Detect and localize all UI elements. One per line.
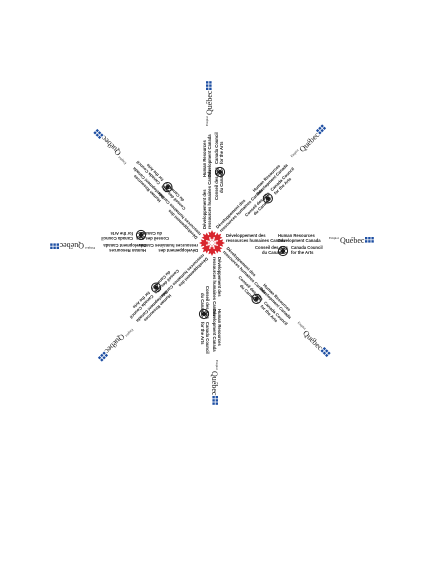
quebec-emploi-label: Emploi — [124, 328, 134, 338]
cac-fr-line1: Conseil des Arts — [135, 236, 169, 241]
hrdc-en-line1: Human Resources — [217, 309, 222, 346]
quebec-emploi-label: Emploi — [290, 148, 300, 158]
cac-fr-line2: du Canada — [140, 231, 162, 236]
quebec-flag-icon — [206, 81, 212, 90]
quebec-emploi-label: Emploi — [329, 236, 339, 240]
maple-leaf-icon — [199, 238, 210, 248]
cac-fr-line2: du Canada — [262, 250, 284, 255]
canada-council-emblem-icon — [214, 166, 226, 178]
maple-leaf-icon — [214, 238, 225, 248]
maple-leaf-icon — [201, 232, 211, 242]
hrdc-en-line2: Development Canada — [207, 134, 212, 177]
hrdc-en-line2: Development Canada — [212, 309, 217, 352]
canada-council-emblem-icon — [135, 229, 147, 241]
quebec-emploi-label: Emploi — [85, 246, 95, 250]
quebec-flag-icon — [365, 237, 374, 243]
hrdc-fr-line2: ressources humaines Canada — [207, 169, 212, 229]
quebec-emploi-label: Emploi — [117, 155, 127, 165]
canada-council-emblem-icon — [262, 193, 273, 204]
canada-council-emblem-icon — [277, 245, 289, 257]
logo-arm-3: Développement des ressources humaines Ca… — [198, 257, 222, 405]
quebec-emploi-label: Emploi — [297, 321, 307, 331]
quebec-wordmark: Québec — [210, 371, 219, 396]
maple-leaf-icon — [207, 245, 217, 256]
hrdc-en-line1: Human Resources — [202, 140, 207, 177]
quebec-flag-icon — [212, 396, 218, 405]
hrdc-fr-line2: ressources humaines Canada — [138, 243, 198, 248]
cac-fr-line2: du Canada — [200, 293, 205, 315]
hrdc-fr-line1: Développement des — [158, 248, 198, 253]
canada-council-emblem-icon — [198, 308, 210, 320]
logo-arm-1: Développement des ressources humaines Ca… — [226, 233, 374, 257]
hrdc-fr-line1: Développement des — [217, 257, 222, 297]
cac-en-line1: Canada Council — [291, 245, 323, 250]
canada-council-emblem-icon — [162, 182, 173, 193]
quebec-wordmark: Québec — [340, 236, 365, 245]
cac-en-line1: Canada Council — [205, 322, 210, 354]
cac-fr-line1: Conseil des Arts — [214, 166, 219, 200]
maple-leaf-icon — [201, 244, 211, 254]
logo-arm-5: Développement des ressources humaines Ca… — [50, 229, 198, 253]
hrdc-fr-line1: Développement des — [226, 233, 266, 238]
quebec-emploi-label: Emploi — [215, 360, 219, 370]
maple-leaf-rosette-icon — [199, 230, 225, 256]
logo-arm-7: Développement des ressources humaines Ca… — [202, 81, 226, 229]
cac-en-line2: for the Arts — [219, 141, 224, 164]
cac-fr-line1: Conseil des Arts — [205, 286, 210, 320]
cac-fr-line2: du Canada — [219, 171, 224, 193]
cac-en-line1: Canada Council — [214, 132, 219, 164]
quebec-flag-icon — [50, 243, 59, 249]
hrdc-fr-line2: ressources humaines Canada — [226, 238, 286, 243]
cac-fr-line1: Conseil des Arts — [255, 245, 289, 250]
canada-council-emblem-icon — [251, 293, 262, 304]
hrdc-en-line1: Human Resources — [278, 233, 315, 238]
maple-leaf-icon — [207, 230, 217, 241]
quebec-wordmark: Québec — [205, 90, 214, 115]
quebec-wordmark: Québec — [59, 241, 84, 250]
hrdc-en-line1: Human Resources — [109, 248, 146, 253]
maple-leaf-icon — [213, 244, 223, 254]
canada-council-emblem-icon — [151, 282, 162, 293]
quebec-emploi-label: Emploi — [205, 116, 209, 126]
cac-en-line2: for the Arts — [200, 322, 205, 345]
cac-en-line1: Canada Council — [101, 236, 133, 241]
hrdc-en-line2: Development Canada — [103, 243, 146, 248]
hrdc-fr-line1: Développement des — [202, 189, 207, 229]
maple-leaf-icon — [213, 232, 223, 242]
cac-en-line2: for the Arts — [110, 231, 133, 236]
hrdc-fr-line2: ressources humaines Canada — [212, 257, 217, 317]
cac-en-line2: for the Arts — [291, 250, 314, 255]
hrdc-en-line2: Development Canada — [278, 238, 321, 243]
